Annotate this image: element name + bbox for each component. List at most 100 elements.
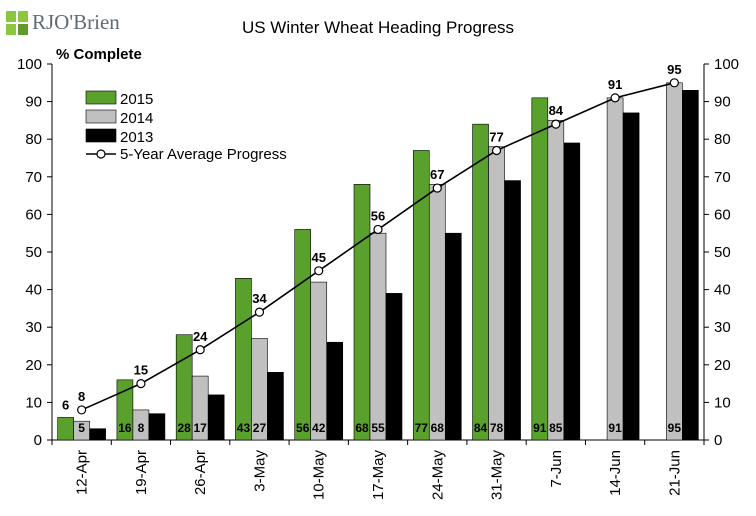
average-point	[610, 93, 620, 103]
y-tick-label-left: 50	[25, 244, 42, 261]
bar-2014	[369, 232, 387, 441]
average-value-label: 34	[252, 291, 267, 306]
average-point	[136, 379, 146, 389]
average-point	[373, 224, 383, 235]
bar-2013	[563, 142, 581, 441]
bar-value-label: 91	[608, 421, 622, 435]
bar-value-label: 78	[490, 421, 504, 435]
bar-2013	[148, 413, 166, 441]
x-tick-label: 10-May	[311, 450, 328, 501]
bar-value-label: 55	[371, 421, 385, 435]
y-tick-label-left: 40	[25, 282, 42, 299]
bar-value-label: 43	[237, 421, 251, 435]
average-point	[254, 307, 265, 317]
legend-swatch-2014	[85, 109, 117, 124]
y-tick-label-right: 30	[714, 319, 731, 336]
bar-2014	[547, 120, 565, 441]
y-tick-label-right: 50	[714, 244, 731, 261]
average-value-label: 84	[549, 103, 564, 118]
y-tick-label-left: 30	[25, 319, 42, 336]
brand-logo: RJO'Brien	[6, 10, 120, 35]
average-value-label: 77	[489, 129, 503, 144]
legend-swatch-2015	[85, 90, 117, 105]
bar-value-label: 68	[431, 421, 445, 435]
y-tick-label-left: 60	[25, 206, 42, 223]
bar-value-label: 85	[549, 421, 563, 435]
y-tick-label-left: 10	[25, 394, 42, 411]
y-tick-label-right: 40	[714, 282, 731, 299]
logo-text: RJO'Brien	[32, 10, 120, 34]
bar-value-label: 84	[474, 421, 488, 435]
bar-value-label: 27	[253, 421, 267, 435]
bar-value-label: 56	[296, 421, 310, 435]
x-tick-label: 17-May	[370, 450, 387, 501]
average-point	[77, 405, 87, 415]
average-value-label: 45	[311, 250, 325, 265]
bar-2013	[444, 232, 462, 441]
bar-2013	[207, 394, 225, 441]
bar-2013	[385, 293, 403, 441]
x-tick-label: 24-May	[429, 450, 446, 501]
bar-2015	[531, 97, 549, 441]
y-tick-label-right: 60	[714, 206, 731, 223]
y-tick-label-left: 90	[25, 94, 42, 111]
average-value-label: 56	[371, 208, 385, 223]
x-tick-label: 12-Apr	[74, 450, 91, 495]
y-tick-label-right: 100	[714, 56, 739, 73]
y-tick-label-left: 0	[34, 432, 42, 449]
legend-swatch-2013	[85, 128, 117, 143]
average-value-label: 67	[430, 167, 444, 182]
bar-2013	[504, 180, 521, 441]
bar-2014	[310, 281, 328, 441]
bar-2014	[428, 184, 446, 441]
average-value-label: 95	[667, 62, 681, 77]
bar-2015	[353, 184, 371, 441]
y-tick-label-left: 20	[25, 357, 42, 374]
y-tick-label-right: 20	[714, 357, 731, 374]
legend-label-2014: 2014	[120, 110, 153, 127]
bar-2015	[472, 123, 489, 441]
bar-value-label: 77	[415, 421, 429, 435]
bar-value-label: 42	[312, 421, 326, 435]
bar-value-label: 17	[194, 421, 208, 435]
bar-2014	[488, 146, 505, 441]
bar-2014	[606, 97, 624, 441]
bar-value-label: 5	[78, 421, 85, 435]
y-tick-label-right: 70	[714, 169, 731, 186]
average-point	[491, 145, 502, 156]
bar-top-label: 6	[62, 397, 69, 412]
y-axis-label: % Complete	[56, 46, 142, 63]
bar-2013	[622, 112, 640, 441]
x-tick-label: 26-Apr	[192, 450, 209, 495]
average-point	[314, 266, 324, 276]
bar-value-label: 95	[668, 421, 682, 435]
bar-2013	[89, 428, 106, 441]
bar-value-label: 8	[138, 421, 145, 435]
y-tick-label-left: 70	[25, 169, 42, 186]
y-tick-label-left: 100	[17, 56, 42, 73]
y-tick-label-left: 80	[25, 131, 42, 148]
y-tick-label-right: 80	[714, 131, 731, 148]
bar-2013	[267, 372, 284, 441]
logo-mark-icon	[6, 10, 28, 35]
legend-line-marker	[96, 149, 106, 159]
bar-value-label: 91	[533, 421, 547, 435]
bar-2013	[682, 90, 699, 441]
legend-label-2015: 2015	[120, 91, 153, 108]
x-tick-label: 31-May	[489, 450, 506, 501]
x-tick-label: 7-Jun	[548, 450, 565, 488]
y-tick-label-right: 0	[714, 432, 722, 449]
legend-label-average: 5-Year Average Progress	[120, 146, 287, 163]
chart-title: US Winter Wheat Heading Progress	[241, 18, 515, 37]
x-tick-label: 14-Jun	[607, 450, 624, 496]
x-tick-label: 3-May	[251, 450, 268, 492]
average-point	[432, 183, 442, 193]
bar-2015	[235, 278, 252, 441]
bar-value-label: 16	[118, 421, 132, 435]
bar-value-label: 68	[355, 421, 369, 435]
bar-2013	[326, 341, 344, 441]
average-value-label: 91	[608, 77, 622, 92]
bar-value-label: 28	[178, 421, 192, 435]
x-tick-label: 21-Jun	[666, 450, 683, 496]
